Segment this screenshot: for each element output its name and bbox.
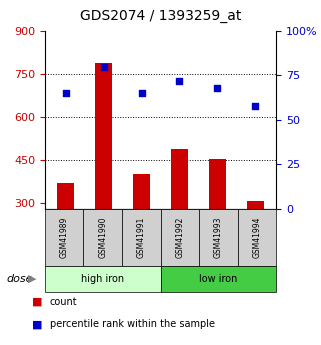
Point bbox=[63, 90, 68, 96]
Text: GSM41989: GSM41989 bbox=[60, 217, 69, 258]
Text: percentile rank within the sample: percentile rank within the sample bbox=[50, 319, 215, 329]
Text: ▶: ▶ bbox=[28, 274, 36, 284]
Point bbox=[101, 64, 106, 69]
Bar bbox=[57, 183, 74, 209]
Text: count: count bbox=[50, 297, 77, 307]
Text: dose: dose bbox=[6, 274, 33, 284]
Bar bbox=[133, 174, 150, 209]
Text: GSM41993: GSM41993 bbox=[214, 216, 223, 258]
Point bbox=[139, 90, 144, 96]
Bar bbox=[171, 149, 188, 209]
Text: GSM41994: GSM41994 bbox=[252, 216, 261, 258]
Text: GSM41991: GSM41991 bbox=[137, 217, 146, 258]
Text: GSM41992: GSM41992 bbox=[175, 217, 184, 258]
Text: high iron: high iron bbox=[81, 274, 124, 284]
Text: ■: ■ bbox=[32, 319, 43, 329]
Text: ■: ■ bbox=[32, 297, 43, 307]
Text: low iron: low iron bbox=[199, 274, 238, 284]
Text: GSM41990: GSM41990 bbox=[98, 216, 107, 258]
Text: GDS2074 / 1393259_at: GDS2074 / 1393259_at bbox=[80, 9, 241, 23]
Bar bbox=[95, 62, 112, 209]
Point bbox=[253, 103, 258, 108]
Point bbox=[215, 85, 220, 91]
Point bbox=[177, 78, 182, 83]
Bar bbox=[247, 201, 264, 209]
Bar bbox=[209, 159, 226, 209]
